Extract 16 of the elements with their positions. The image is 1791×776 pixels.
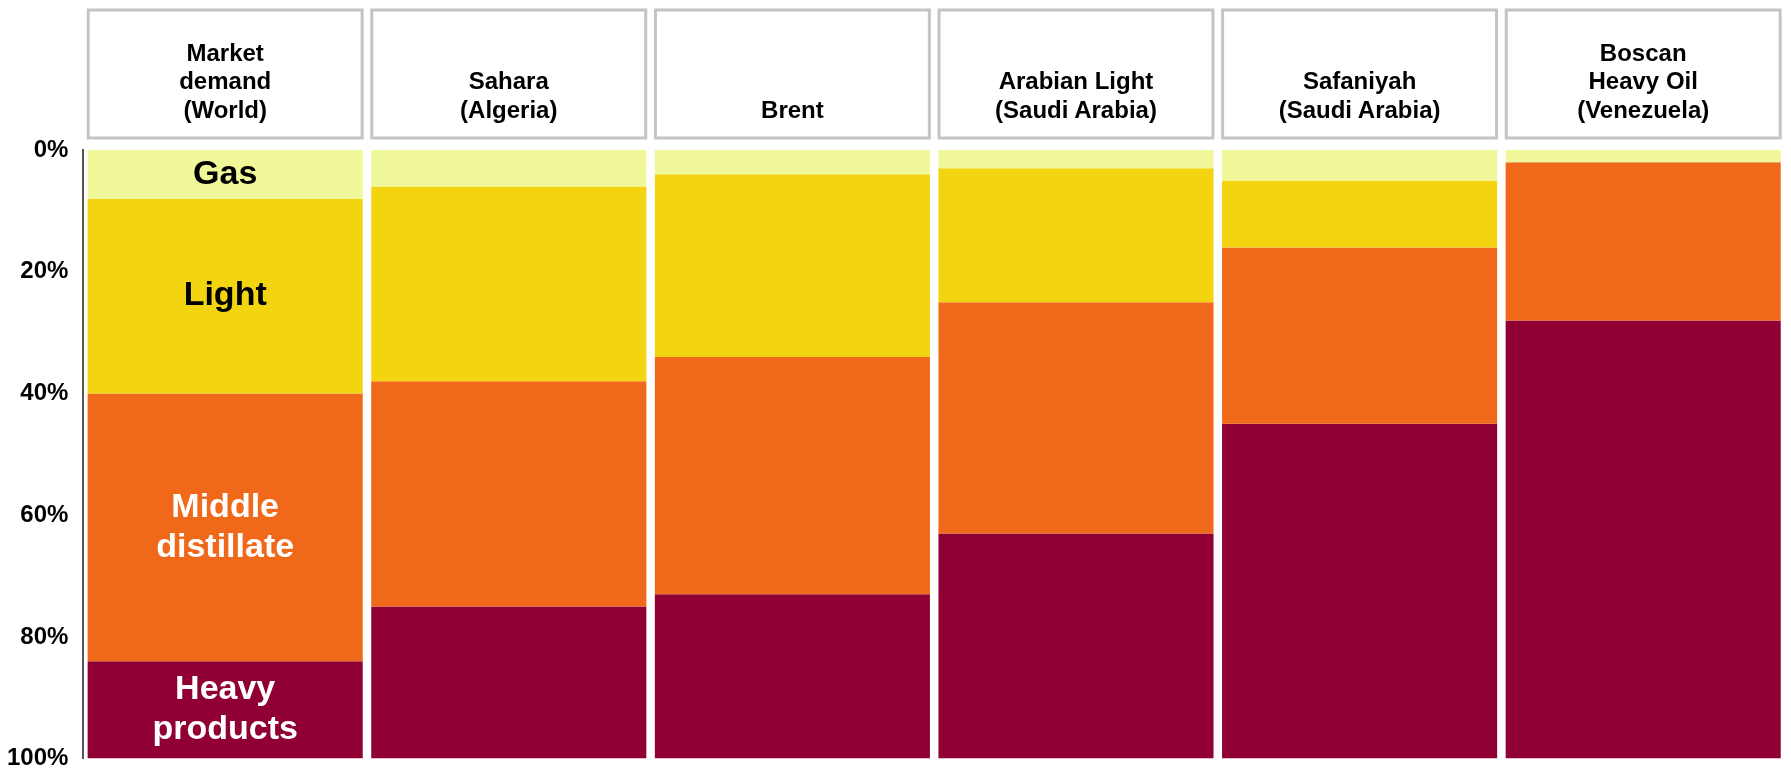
y-tick-label: 0%: [33, 134, 69, 162]
y-tick-label: 60%: [20, 499, 69, 527]
series-label: Gas: [193, 152, 258, 191]
x-tick-label: Market demand (World): [179, 38, 272, 124]
x-tick-label: Boscan Heavy Oil (Venezuela): [1577, 38, 1710, 124]
series-label: Light: [183, 274, 267, 313]
y-tick-label: 100%: [6, 743, 69, 771]
y-tick-label: 80%: [20, 621, 69, 649]
x-tick-label: Safaniyah (Saudi Arabia): [1278, 67, 1441, 124]
series-label: Heavy products: [152, 668, 298, 747]
y-tick-label: 20%: [20, 256, 69, 284]
x-tick-label: Arabian Light (Saudi Arabia): [995, 67, 1157, 124]
y-tick-label: 40%: [20, 378, 69, 406]
x-tick-label: Brent: [761, 96, 824, 124]
series-label: Middle distillate: [156, 485, 295, 564]
x-tick-label: Sahara (Algeria): [460, 67, 558, 124]
